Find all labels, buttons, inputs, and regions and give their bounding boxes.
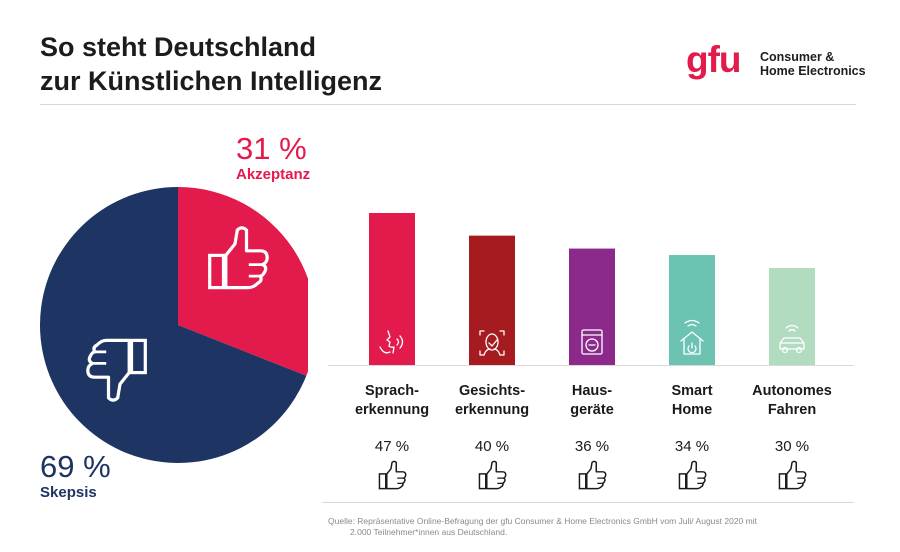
thumbs-up-icon <box>478 460 507 490</box>
acceptance-label: 31 % Akzeptanz <box>236 132 310 184</box>
category-line2: geräte <box>570 402 614 418</box>
thumbs-down-icon <box>86 338 147 402</box>
thumbs-up-icon <box>578 460 607 490</box>
category-line2: Fahren <box>767 402 817 418</box>
title-line-1: So steht Deutschland <box>40 32 317 62</box>
bar-category-label: Gesichts-erkennung <box>432 382 552 420</box>
acceptance-word: Akzeptanz <box>236 166 311 183</box>
autonomous-car-icon <box>779 324 805 354</box>
category-line1: Smart <box>671 383 713 399</box>
thumbs-up-icon <box>208 226 269 290</box>
skepticism-percent: 69 % <box>40 449 111 484</box>
skepticism-label: 69 % Skepsis <box>40 450 111 502</box>
thumbs-up-icon <box>678 460 707 490</box>
bar-value-label: 47 % <box>374 438 410 455</box>
header-divider <box>40 104 856 105</box>
category-line1: Haus- <box>571 383 613 399</box>
title-line-2: zur Künstlichen Intelligenz <box>40 66 383 96</box>
small-thumbs-up-icon <box>478 460 507 490</box>
thumbs-up-icon <box>778 460 807 490</box>
small-thumbs-up-icon <box>778 460 807 490</box>
pie-slice-skepsis <box>40 187 307 463</box>
logo-mark: gfu <box>686 39 742 80</box>
face-recognition-icon <box>479 330 505 356</box>
pie-slice-akzeptanz <box>178 187 308 376</box>
source-line-2: 2.000 Teilnehmer*innen aus Deutschland. <box>350 527 508 537</box>
bar-value-label: 30 % <box>774 438 810 455</box>
category-line1: Gesichts- <box>458 383 526 399</box>
logo-text-line-1: Consumer & <box>760 50 835 64</box>
category-line2: erkennung <box>454 402 530 418</box>
footer-divider <box>322 502 854 503</box>
ai-applications-bar-chart <box>369 213 815 365</box>
bar-category-label: Smart Home <box>632 382 752 420</box>
small-thumbs-up-icon <box>578 460 607 490</box>
skepticism-word: Skepsis <box>40 484 97 501</box>
bar-0 <box>369 213 415 365</box>
bar-value-label: 36 % <box>574 438 610 455</box>
bar-rect <box>469 235 515 365</box>
source-note: Quelle: Repräsentative Online-Befragung … <box>328 516 757 538</box>
smart-home-icon <box>680 319 704 355</box>
category-line2: Home <box>671 402 713 418</box>
acceptance-percent: 31 % <box>236 131 307 166</box>
bar-category-label: Haus-geräte <box>532 382 652 420</box>
bar-baseline <box>328 365 854 366</box>
bar-category-label: Sprach-erkennung <box>332 382 452 420</box>
logo-text: Consumer & Home Electronics <box>760 50 866 78</box>
bar-4 <box>769 267 815 365</box>
source-line-1: Quelle: Repräsentative Online-Befragung … <box>328 516 757 526</box>
acceptance-pie-chart <box>40 187 308 463</box>
bar-rect <box>569 248 615 365</box>
bar-3 <box>669 255 715 365</box>
small-thumbs-up-icon <box>678 460 707 490</box>
bar-value-label: 40 % <box>474 438 510 455</box>
category-line2: erkennung <box>354 402 430 418</box>
page-title: So steht Deutschland zur Künstlichen Int… <box>40 30 382 98</box>
bar-rect <box>369 213 415 365</box>
small-thumbs-up-icon <box>378 460 407 490</box>
speech-recognition-icon <box>379 330 404 354</box>
washing-machine-icon <box>581 329 603 355</box>
category-line1: Autonomes <box>752 383 832 399</box>
thumbs-up-icon <box>378 460 407 490</box>
category-line1: Sprach- <box>365 383 419 399</box>
bar-2 <box>569 248 615 365</box>
bar-1 <box>469 235 515 365</box>
bar-category-label: Autonomes Fahren <box>732 382 852 420</box>
bar-value-label: 34 % <box>674 438 710 455</box>
logo-text-line-2: Home Electronics <box>760 64 866 78</box>
bar-rect <box>769 267 815 365</box>
